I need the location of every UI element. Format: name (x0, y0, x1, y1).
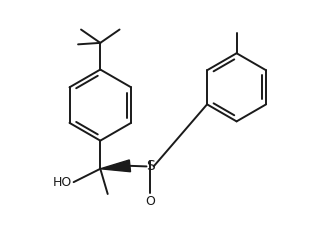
Polygon shape (100, 160, 131, 172)
Text: HO: HO (53, 176, 72, 189)
Text: O: O (145, 196, 155, 209)
Text: S: S (146, 160, 154, 173)
